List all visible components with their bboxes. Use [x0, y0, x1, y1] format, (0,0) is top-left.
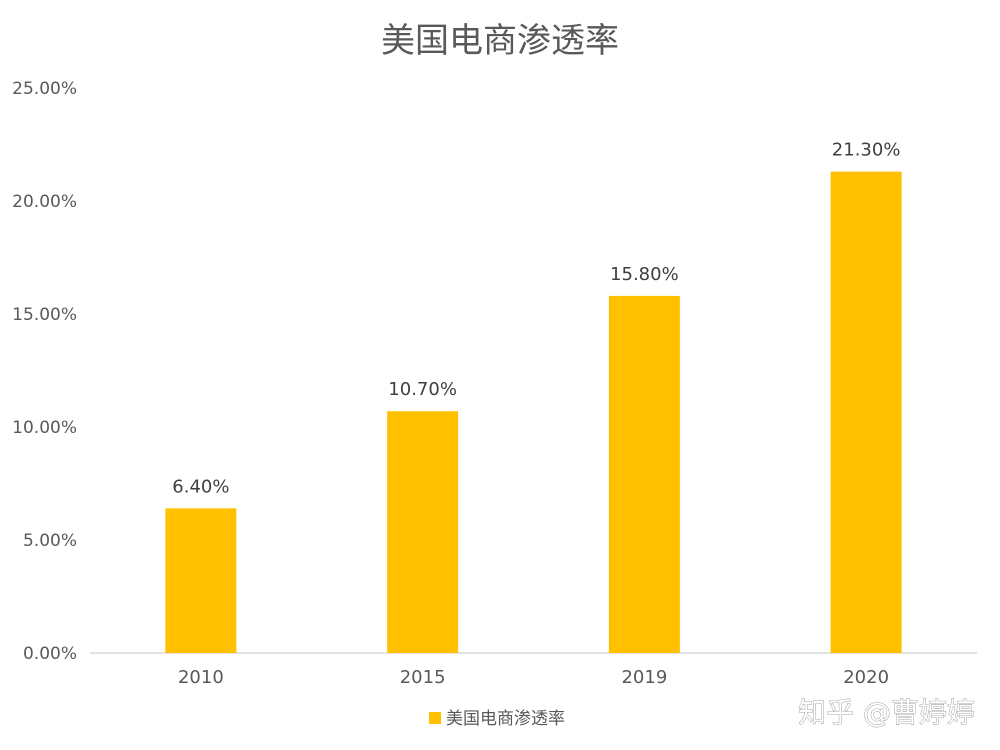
x-tick-label-2010: 2010: [178, 667, 224, 688]
y-tick-label: 15.00%: [12, 305, 77, 325]
y-axis-tick-labels: 0.00% 5.00% 10.00% 15.00% 20.00% 25.00%: [12, 79, 77, 664]
watermark: 知乎 @曹婷婷: [798, 696, 975, 729]
y-tick-label: 10.00%: [12, 418, 77, 438]
x-tick-label-2019: 2019: [621, 667, 667, 688]
data-label-2015: 10.70%: [388, 379, 457, 400]
legend: 美国电商渗透率: [429, 709, 565, 729]
bar-2015: [387, 411, 459, 653]
y-tick-label: 20.00%: [12, 192, 77, 212]
bar-2019: [608, 295, 680, 653]
y-tick-label: 0.00%: [23, 644, 77, 664]
bar-2010: [165, 508, 237, 653]
legend-label: 美国电商渗透率: [446, 709, 565, 729]
y-tick-label: 25.00%: [12, 79, 77, 99]
y-tick-label: 5.00%: [23, 531, 77, 551]
x-axis-tick-labels: 2010 2015 2019 2020: [178, 667, 889, 688]
bar-series: [165, 171, 902, 653]
x-tick-label-2015: 2015: [400, 667, 446, 688]
data-label-2019: 15.80%: [610, 264, 679, 285]
bar-2020: [830, 171, 902, 653]
data-label-2020: 21.30%: [832, 140, 901, 161]
data-labels: 6.40% 10.70% 15.80% 21.30%: [172, 140, 900, 498]
legend-swatch: [429, 712, 441, 724]
x-tick-label-2020: 2020: [843, 667, 889, 688]
data-label-2010: 6.40%: [172, 476, 229, 497]
chart-title: 美国电商渗透率: [381, 21, 619, 61]
